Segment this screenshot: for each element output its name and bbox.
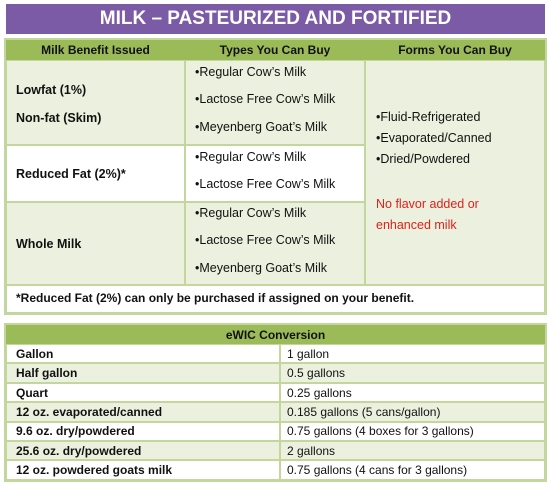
conversion-amount: 0.75 gallons (4 cans for 3 gallons) [287, 463, 468, 478]
form: •Dried/Powdered [376, 152, 471, 166]
cell [280, 402, 545, 422]
conversion-item: Gallon [16, 346, 54, 361]
cell [280, 382, 545, 403]
column-header: Types You Can Buy [219, 43, 331, 57]
column-header: Forms You Can Buy [398, 43, 512, 57]
benefit: Whole Milk [16, 237, 82, 251]
cell [6, 382, 280, 403]
conversion-amount: 0.75 gallons (4 boxes for 3 gallons) [287, 424, 474, 439]
type: •Lactose Free Cow’s Milk [195, 92, 336, 106]
conversion-amount: 0.5 gallons [287, 366, 346, 381]
cell [280, 421, 545, 441]
cell [6, 202, 185, 285]
conversion-item: 12 oz. evaporated/canned [16, 404, 163, 419]
conversion-header [6, 325, 545, 344]
conversion-title: eWIC Conversion [225, 328, 326, 342]
column-header: Milk Benefit Issued [41, 43, 150, 57]
type: •Meyenberg Goat’s Milk [195, 261, 327, 275]
cell [280, 460, 545, 480]
conversion-amount: 0.25 gallons [287, 385, 352, 400]
forms-note: enhanced milk [376, 218, 457, 232]
cell [6, 363, 280, 383]
form: •Evaporated/Canned [376, 131, 492, 145]
cell [6, 441, 280, 461]
cell [280, 344, 545, 364]
cell [6, 344, 280, 364]
conversion-amount: 2 gallons [287, 443, 336, 458]
conversion-item: Quart [16, 385, 49, 400]
cell [365, 60, 545, 285]
cell [6, 402, 280, 422]
cell [280, 441, 545, 461]
conversion-amount: 1 gallon [287, 346, 330, 361]
cell [6, 60, 185, 145]
cell [185, 145, 365, 202]
benefit: Non-fat (Skim) [16, 111, 102, 125]
form: •Fluid-Refrigerated [376, 110, 481, 124]
cell [280, 363, 545, 383]
conversion-item: Half gallon [16, 366, 78, 381]
header-row [6, 40, 545, 60]
conversion-item: 12 oz. powdered goats milk [16, 463, 173, 478]
type: •Meyenberg Goat’s Milk [195, 120, 327, 134]
title: MILK – PASTEURIZED AND FORTIFIED [99, 8, 452, 29]
benefit: Lowfat (1%) [16, 83, 87, 97]
cell [6, 285, 545, 313]
conversion-item: 25.6 oz. dry/powdered [16, 443, 142, 458]
type: •Lactose Free Cow’s Milk [195, 177, 336, 191]
type: •Lactose Free Cow’s Milk [195, 233, 336, 247]
cell [185, 202, 365, 285]
cell [6, 460, 280, 480]
note: *Reduced Fat (2%) can only be purchased … [16, 291, 415, 305]
cell [6, 421, 280, 441]
title-bar [6, 4, 545, 34]
cell [6, 145, 185, 202]
forms-note: No flavor added or [376, 197, 479, 211]
table-frame [4, 38, 547, 315]
cell [185, 60, 365, 145]
conversion-amount: 0.185 gallons (5 cans/gallon) [287, 404, 441, 419]
type: •Regular Cow’s Milk [195, 65, 307, 79]
benefit: Reduced Fat (2%)* [16, 167, 126, 181]
type: •Regular Cow’s Milk [195, 150, 307, 164]
type: •Regular Cow’s Milk [195, 206, 307, 220]
conversion-frame [4, 323, 547, 482]
conversion-item: 9.6 oz. dry/powdered [16, 424, 135, 439]
